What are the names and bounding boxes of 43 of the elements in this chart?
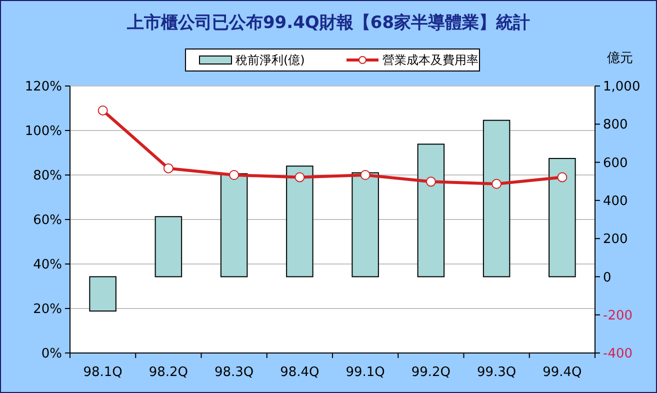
bar: [89, 276, 116, 312]
y-tick-label: 80%: [33, 168, 62, 184]
x-tick-label: 98.1Q: [83, 365, 122, 380]
bar: [220, 173, 248, 278]
point: [163, 163, 174, 174]
point: [360, 170, 370, 180]
bar: [417, 144, 445, 278]
y-tick-label: 40%: [33, 258, 62, 273]
y2-tick-label: 200: [603, 232, 628, 248]
x-tick-label: 98.3Q: [214, 365, 254, 380]
x-tick-label: 99.1Q: [346, 365, 385, 380]
x-tick-label: 98.4Q: [280, 365, 320, 380]
y2-tick-label: -400: [603, 346, 633, 362]
bar: [154, 216, 182, 278]
y-tick-label: 60%: [33, 213, 62, 228]
legend-label: 營業成本及費用率: [382, 53, 478, 68]
point: [294, 172, 305, 182]
bar: [286, 166, 314, 278]
point: [98, 105, 108, 116]
y2-tick-label: -200: [603, 308, 633, 324]
x-tick-label: 99.2Q: [411, 365, 451, 380]
y2-tick-label: 600: [603, 156, 628, 171]
y-tick-label: 100%: [24, 124, 62, 140]
point: [426, 176, 436, 187]
y2-axis-title: 億元: [607, 51, 633, 66]
x-tick-label: 99.3Q: [476, 365, 516, 380]
bar: [482, 120, 510, 278]
y2-tick-label: 1,000: [603, 80, 640, 95]
y2-tick-label: 800: [603, 118, 628, 133]
y-tick-label: 0%: [41, 346, 62, 362]
bar: [548, 158, 576, 278]
y-tick-label: 20%: [33, 302, 62, 318]
y2-tick-label: 400: [603, 194, 628, 209]
legend-label: 稅前淨利(億): [236, 53, 305, 68]
bar: [352, 172, 379, 278]
x-tick-label: 98.2Q: [148, 365, 188, 380]
point: [492, 178, 502, 189]
point: [229, 170, 240, 180]
point: [557, 172, 568, 182]
x-tick-label: 99.4Q: [542, 365, 582, 380]
chart-title: 上市櫃公司已公布99.4Q財報【68家半導體業】統計: [126, 13, 530, 33]
y2-tick-label: 0: [603, 270, 612, 286]
y-tick-label: 120%: [24, 80, 62, 95]
